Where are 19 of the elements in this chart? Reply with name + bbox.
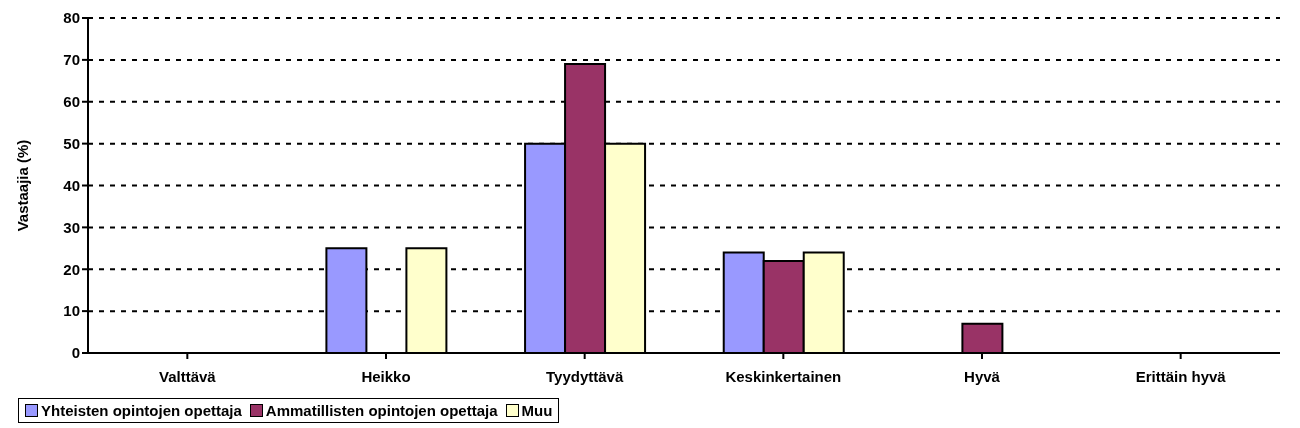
y-tick-label: 40 xyxy=(63,176,80,194)
y-tick-label: 50 xyxy=(63,134,80,152)
x-tick-label: Valttävä xyxy=(158,367,217,385)
x-tick-label: Tyydyttävä xyxy=(546,367,624,385)
y-tick-label: 0 xyxy=(71,344,80,362)
y-tick-label: 30 xyxy=(63,218,80,236)
y-tick-label: 80 xyxy=(63,9,80,27)
y-axis-title: Vastaajia (%) xyxy=(14,139,32,232)
legend-label: Yhteisten opintojen opettaja xyxy=(40,402,242,419)
x-tick-label: Hyvä xyxy=(964,367,1001,385)
x-tick-label: Keskinkertainen xyxy=(725,367,842,385)
x-tick-label: Heikko xyxy=(361,367,411,385)
y-tick-label: 60 xyxy=(63,93,80,111)
y-tick-label: 10 xyxy=(63,302,80,320)
legend-label: Ammatillisten opintojen opettaja xyxy=(264,402,498,419)
y-tick-label: 70 xyxy=(63,51,80,69)
x-tick-label: Erittäin hyvä xyxy=(1135,367,1227,385)
y-tick-label: 20 xyxy=(63,260,80,278)
legend-label: Muu xyxy=(520,402,553,419)
